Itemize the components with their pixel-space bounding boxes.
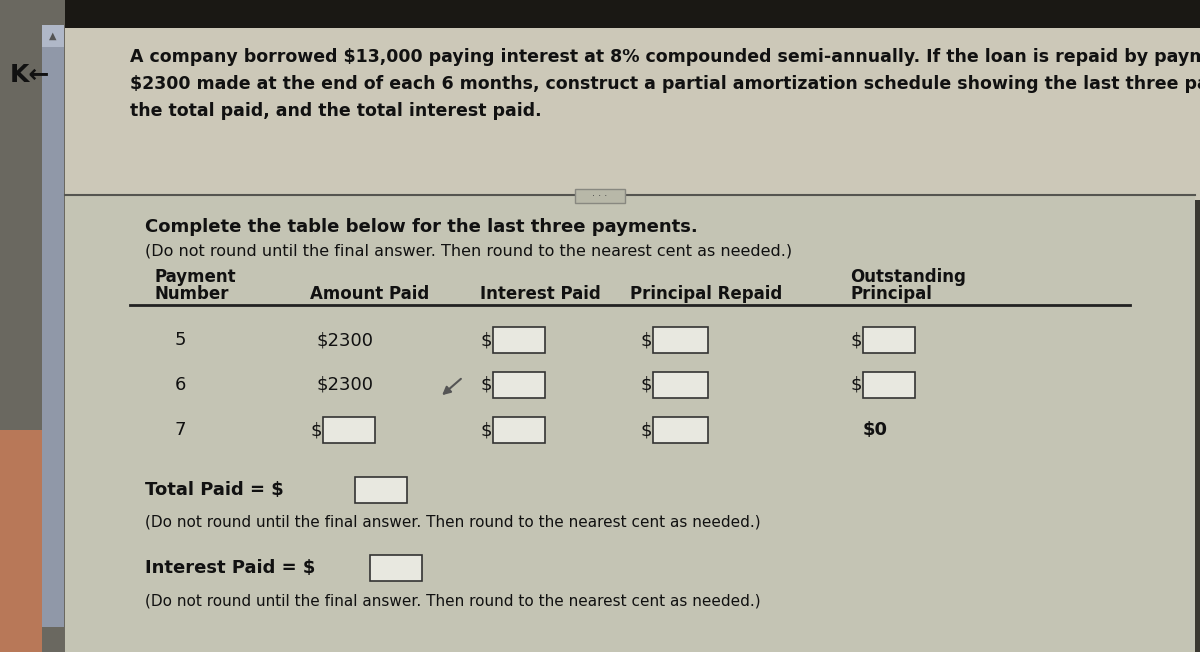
Text: $0: $0 [863, 421, 888, 439]
Bar [42, 25, 64, 627]
Text: 6: 6 [174, 376, 186, 394]
Bar [355, 477, 407, 503]
Bar [0, 0, 65, 652]
Text: $: $ [480, 331, 492, 349]
Text: 5: 5 [174, 331, 186, 349]
Text: $2300 made at the end of each 6 months, construct a partial amortization schedul: $2300 made at the end of each 6 months, … [130, 75, 1200, 93]
Bar [65, 195, 1195, 652]
Text: 7: 7 [174, 421, 186, 439]
Bar [0, 0, 1200, 30]
Text: K←: K← [10, 63, 50, 87]
Bar [863, 372, 916, 398]
Text: $2300: $2300 [317, 331, 373, 349]
Bar [653, 327, 708, 353]
Text: (Do not round until the final answer. Then round to the nearest cent as needed.): (Do not round until the final answer. Th… [145, 593, 761, 608]
Bar [65, 25, 1200, 200]
Bar [575, 189, 625, 203]
Text: A company borrowed $13,000 paying interest at 8% compounded semi-annually. If th: A company borrowed $13,000 paying intere… [130, 48, 1200, 66]
Text: $: $ [640, 421, 652, 439]
Text: Principal Repaid: Principal Repaid [630, 285, 782, 303]
Bar [42, 25, 64, 47]
Bar [0, 430, 42, 652]
Text: Number: Number [155, 285, 229, 303]
Text: Interest Paid: Interest Paid [480, 285, 601, 303]
Text: · · ·: · · · [593, 191, 607, 201]
Bar [493, 372, 545, 398]
Bar [653, 372, 708, 398]
Text: Payment: Payment [155, 268, 236, 286]
Text: $: $ [640, 331, 652, 349]
Text: Outstanding: Outstanding [850, 268, 966, 286]
Bar [863, 327, 916, 353]
Text: (Do not round until the final answer. Then round to the nearest cent as needed.): (Do not round until the final answer. Th… [145, 514, 761, 529]
Text: $: $ [480, 376, 492, 394]
Bar [493, 417, 545, 443]
Text: Complete the table below for the last three payments.: Complete the table below for the last th… [145, 218, 697, 236]
Text: Interest Paid = $: Interest Paid = $ [145, 559, 316, 577]
Text: $: $ [480, 421, 492, 439]
Text: $: $ [850, 376, 862, 394]
Bar [370, 555, 422, 581]
Text: $: $ [640, 376, 652, 394]
Bar [323, 417, 374, 443]
Text: the total paid, and the total interest paid.: the total paid, and the total interest p… [130, 102, 541, 120]
Text: Total Paid = $: Total Paid = $ [145, 481, 283, 499]
Text: ▲: ▲ [49, 31, 56, 41]
Text: $: $ [310, 421, 322, 439]
Bar [0, 0, 1200, 28]
Bar [493, 327, 545, 353]
Text: (Do not round until the final answer. Then round to the nearest cent as needed.): (Do not round until the final answer. Th… [145, 243, 792, 258]
Bar [653, 417, 708, 443]
Text: Amount Paid: Amount Paid [310, 285, 430, 303]
Text: $2300: $2300 [317, 376, 373, 394]
Text: Principal: Principal [850, 285, 932, 303]
Text: $: $ [850, 331, 862, 349]
